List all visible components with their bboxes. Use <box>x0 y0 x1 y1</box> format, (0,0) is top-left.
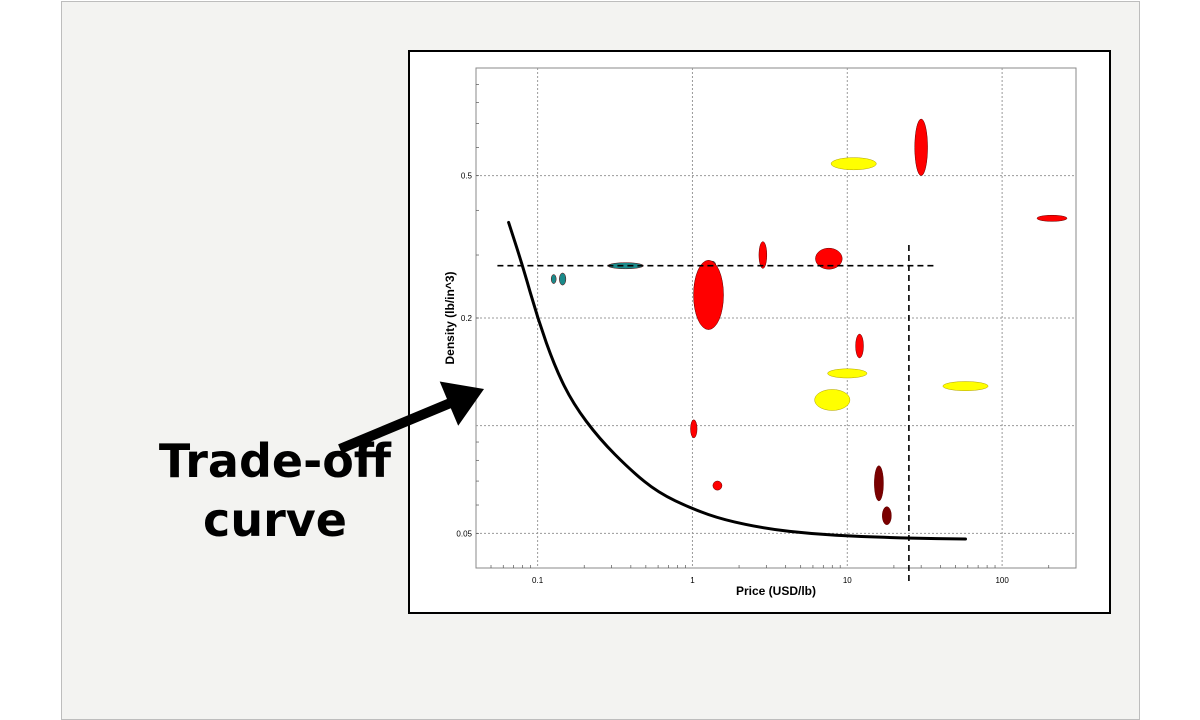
chart-frame: 0.1 1 10 100 0.05 0.2 0.5 Price (USD/lb) Densi… <box>408 50 1111 614</box>
material-marker-red <box>712 480 723 491</box>
x-tick-label: 1 <box>690 576 695 585</box>
material-marker-dark-red <box>882 506 892 526</box>
material-marker-yellow <box>814 389 851 411</box>
material-marker-yellow <box>827 368 868 379</box>
material-marker-red <box>690 419 698 439</box>
y-tick-label: 0.05 <box>456 529 472 538</box>
x-axis-label: Price (USD/lb) <box>736 584 816 598</box>
material-marker-red <box>1036 214 1068 222</box>
callout-line-2: curve <box>203 493 347 547</box>
material-marker-red <box>914 118 928 176</box>
y-tick-label: 0.5 <box>461 172 473 181</box>
material-marker-teal <box>550 274 557 284</box>
material-marker-red <box>758 241 768 269</box>
slide-background: 0.1 1 10 100 0.05 0.2 0.5 Price (USD/lb) Densi… <box>61 1 1140 720</box>
material-marker-yellow <box>830 157 877 171</box>
x-tick-label: 100 <box>995 576 1009 585</box>
x-tick-label: 10 <box>843 576 852 585</box>
x-tick-label: 0.1 <box>532 576 544 585</box>
trade-off-curve <box>507 220 967 541</box>
material-marker-red <box>815 247 843 270</box>
material-marker-red <box>693 260 724 330</box>
trade-off-callout: Trade-off curve <box>150 432 400 550</box>
scatter-chart: 0.1 1 10 100 0.05 0.2 0.5 Price (USD/lb) Densi… <box>443 67 1077 598</box>
annotation-lines <box>497 220 967 585</box>
y-axis-label: Density (lb/in^3) <box>443 271 457 364</box>
material-marker-teal <box>559 272 567 286</box>
material-marker-red <box>855 333 864 359</box>
material-marker-dark-red <box>874 465 884 502</box>
y-tick-label: 0.2 <box>461 314 473 323</box>
material-marker-yellow <box>942 381 989 391</box>
callout-line-1: Trade-off <box>158 434 392 488</box>
